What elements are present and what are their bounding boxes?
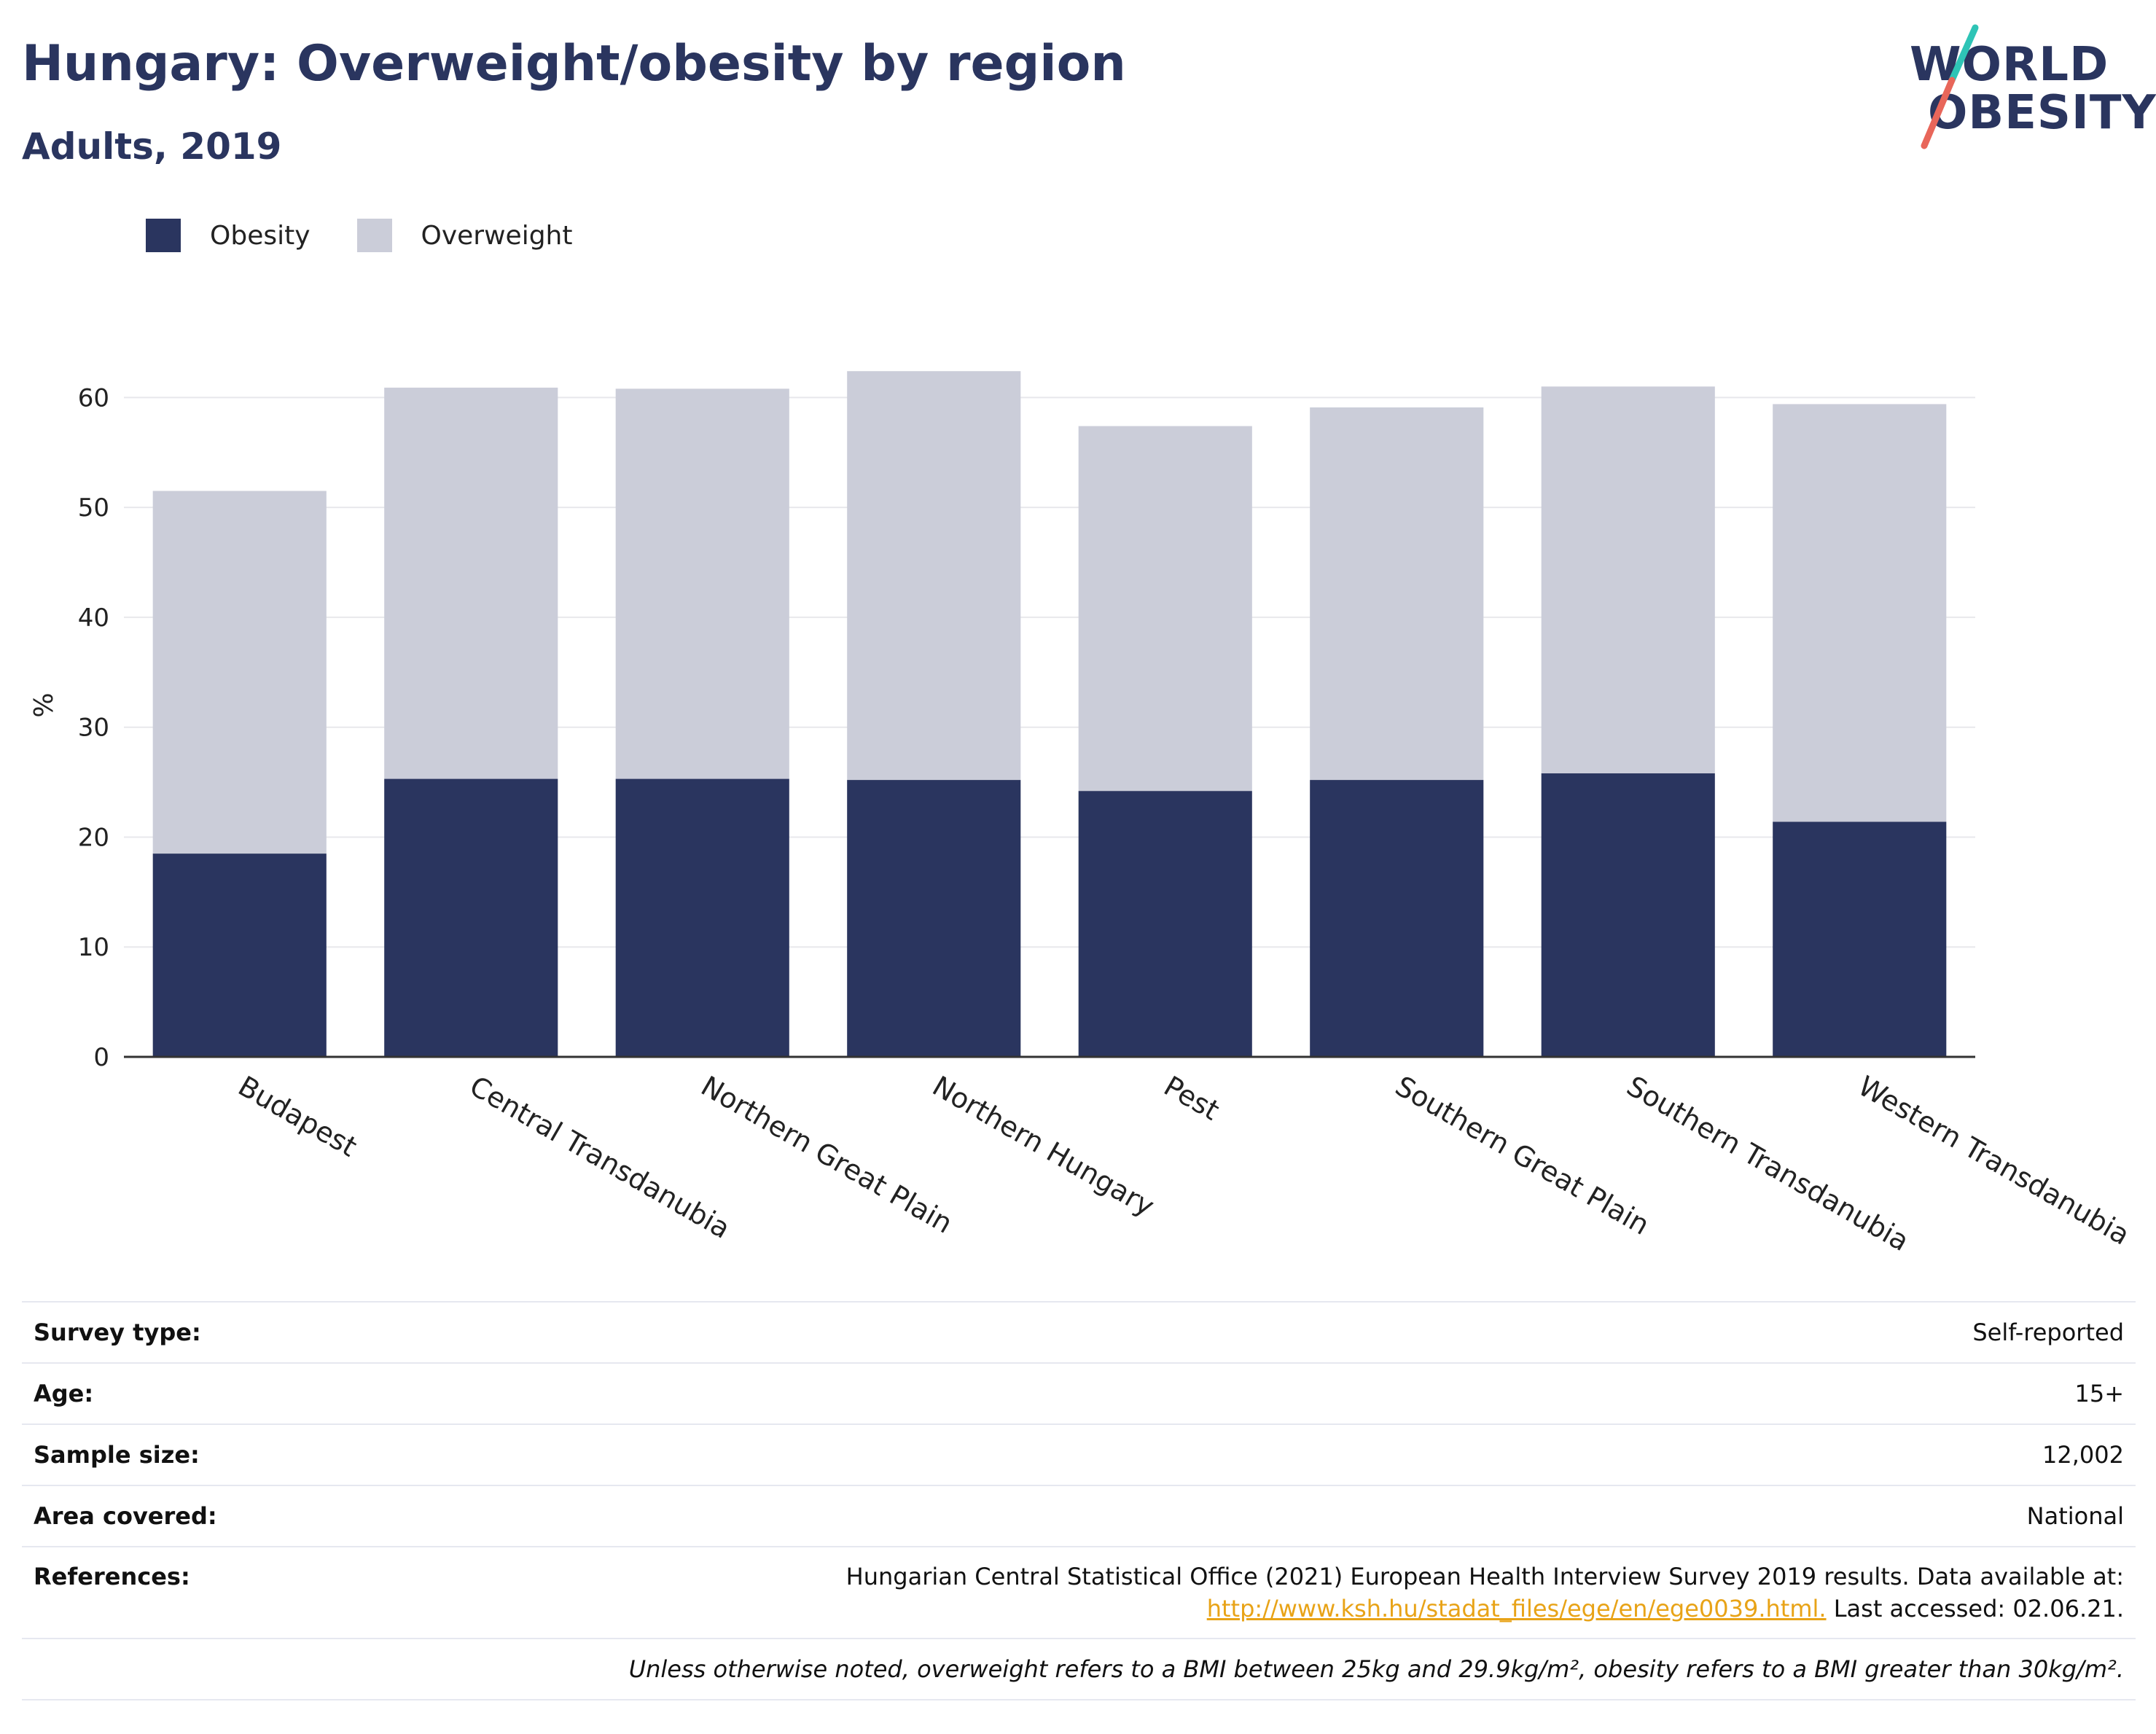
bar-overweight-3 <box>847 371 1021 781</box>
survey-info-table: Survey type: Self-reported Age: 15+ Samp… <box>22 1301 2136 1700</box>
x-tick-label: Northern Great Plain <box>695 1070 958 1240</box>
bar-obesity-6 <box>1541 773 1715 1057</box>
area-value: National <box>2026 1502 2124 1530</box>
bar-obesity-1 <box>384 778 558 1057</box>
chart-subtitle: Adults, 2019 <box>22 125 282 168</box>
y-tick-label: 40 <box>78 604 109 633</box>
bar-overweight-5 <box>1310 407 1484 781</box>
y-tick-label: 20 <box>78 823 109 852</box>
y-tick-label: 60 <box>78 383 109 413</box>
legend-swatch-overweight <box>356 219 392 252</box>
survey-type-value: Self-reported <box>1972 1319 2124 1346</box>
bar-overweight-6 <box>1541 386 1715 774</box>
age-label: Age: <box>34 1380 94 1407</box>
age-value: 15+ <box>2074 1380 2124 1407</box>
bar-overweight-2 <box>615 388 789 779</box>
references-value: Hungarian Central Statistical Office (20… <box>846 1561 2124 1625</box>
bmi-definition-note: Unless otherwise noted, overweight refer… <box>22 1638 2136 1700</box>
bar-obesity-0 <box>152 854 327 1057</box>
x-tick-label: Pest <box>1158 1070 1225 1127</box>
y-tick-label: 0 <box>93 1043 109 1072</box>
logo-line2: OBESITY <box>1928 86 2156 140</box>
legend: Obesity Overweight <box>146 219 619 252</box>
x-tick-label: Southern Great Plain <box>1390 1070 1655 1241</box>
logo-line1: WORLD <box>1910 38 2109 92</box>
bar-obesity-5 <box>1310 780 1484 1057</box>
bar-overweight-1 <box>384 387 558 779</box>
references-label: References: <box>34 1563 190 1590</box>
bar-overweight-7 <box>1773 404 1947 822</box>
legend-swatch-obesity <box>146 219 181 252</box>
area-label: Area covered: <box>34 1502 217 1530</box>
info-row-survey-type: Survey type: Self-reported <box>22 1301 2136 1362</box>
world-obesity-logo: WORLD OBESITY <box>1895 22 2156 153</box>
survey-type-label: Survey type: <box>34 1319 201 1346</box>
references-accessed: Last accessed: 02.06.21. <box>1826 1595 2124 1622</box>
legend-label-overweight: Overweight <box>421 220 573 251</box>
x-tick-label: Budapest <box>233 1070 362 1163</box>
y-tick-label: 10 <box>78 933 109 962</box>
references-text: Hungarian Central Statistical Office (20… <box>845 1563 2124 1590</box>
info-row-age: Age: 15+ <box>22 1362 2136 1423</box>
stacked-bar-chart: 0 10 20 30 40 50 60% Budapest Central Transdanub… <box>29 371 2135 1257</box>
chart-title: Hungary: Overweight/obesity by region <box>22 35 1126 93</box>
x-tick-label: Northern Hungary <box>927 1070 1160 1223</box>
x-tick-label: Central Transdanubia <box>464 1070 735 1245</box>
references-link[interactable]: http://www.ksh.hu/stadat_files/ege/en/eg… <box>1206 1595 1827 1622</box>
sample-size-label: Sample size: <box>34 1441 200 1469</box>
legend-label-obesity: Obesity <box>210 220 310 251</box>
info-row-sample-size: Sample size: 12,002 <box>22 1423 2136 1485</box>
y-axis-label: % <box>29 692 59 717</box>
bar-obesity-4 <box>1078 791 1252 1057</box>
bar-obesity-3 <box>847 780 1021 1057</box>
bar-overweight-4 <box>1078 426 1252 792</box>
info-row-area: Area covered: National <box>22 1485 2136 1546</box>
logo-slash-icon <box>1921 24 1979 149</box>
bar-obesity-2 <box>615 778 789 1057</box>
info-row-references: References: Hungarian Central Statistica… <box>22 1546 2136 1638</box>
bar-obesity-7 <box>1773 821 1947 1057</box>
bar-overweight-0 <box>152 491 327 854</box>
sample-size-value: 12,002 <box>2042 1441 2124 1469</box>
y-tick-label: 50 <box>78 493 109 523</box>
y-tick-label: 30 <box>78 714 109 743</box>
